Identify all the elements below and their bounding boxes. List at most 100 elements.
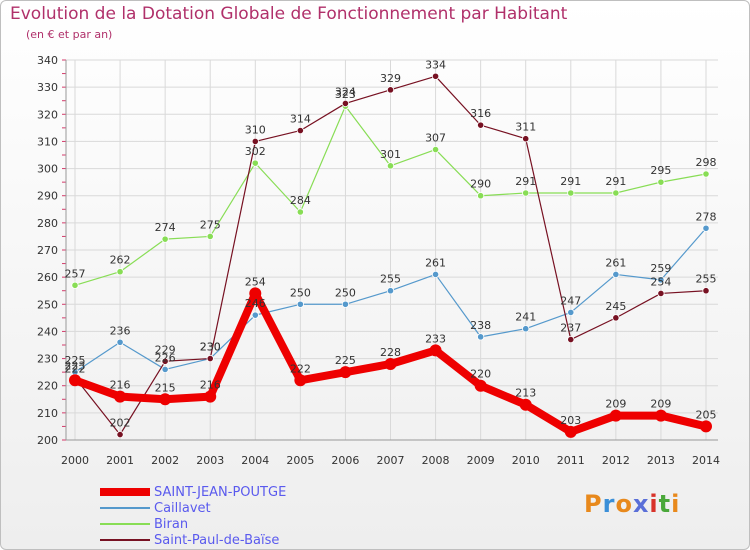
data-point (609, 409, 622, 422)
y-tick-label: 220 (37, 380, 58, 393)
x-tick-label: 2013 (647, 454, 675, 467)
legend-label: Saint-Paul-de-Baïse (154, 532, 280, 548)
data-label: 316 (470, 107, 491, 120)
data-point (386, 162, 395, 170)
data-point (386, 287, 395, 295)
x-tick-label: 2011 (557, 454, 585, 467)
data-point (657, 289, 665, 298)
data-point (386, 86, 395, 94)
data-label: 291 (515, 175, 536, 188)
data-point (251, 159, 259, 167)
data-label: 250 (335, 286, 356, 299)
data-point (206, 354, 214, 363)
data-point (702, 287, 710, 295)
data-point (657, 276, 665, 284)
data-point (522, 189, 530, 197)
data-label: 216 (200, 379, 221, 392)
data-point (161, 235, 169, 243)
legend-item: Saint-Paul-de-Baïse (100, 532, 286, 548)
data-point (431, 72, 440, 80)
legend-swatch (100, 523, 150, 525)
data-label: 278 (696, 210, 717, 223)
data-point (341, 99, 350, 108)
proxiti-logo: Proxiti (584, 490, 680, 518)
data-label: 254 (650, 275, 671, 288)
data-point (161, 365, 169, 374)
data-label: 202 (110, 417, 131, 430)
logo-letter: x (632, 490, 650, 518)
y-tick-label: 320 (37, 108, 58, 121)
data-point (657, 178, 665, 186)
data-label: 225 (65, 354, 86, 367)
data-label: 284 (290, 194, 311, 207)
data-point (116, 268, 124, 276)
data-label: 222 (290, 362, 311, 375)
data-label: 215 (155, 381, 176, 394)
data-label: 298 (696, 156, 717, 169)
data-point (161, 357, 169, 365)
data-point (384, 358, 397, 370)
data-label: 291 (560, 175, 581, 188)
data-label: 259 (650, 262, 671, 275)
x-tick-label: 2001 (106, 454, 134, 467)
y-tick-label: 240 (37, 325, 58, 338)
data-label: 323 (335, 88, 356, 101)
y-tick-label: 340 (37, 54, 58, 67)
data-label: 262 (110, 254, 131, 267)
x-tick-label: 2000 (61, 454, 89, 467)
data-label: 203 (560, 414, 581, 427)
legend-item: Biran (100, 516, 286, 532)
legend-label: SAINT-JEAN-POUTGE (154, 484, 287, 500)
logo-letter: o (615, 490, 633, 518)
x-tick-label: 2006 (331, 454, 359, 467)
data-label: 334 (425, 58, 446, 71)
data-label: 302 (245, 145, 266, 158)
data-point (477, 192, 485, 200)
data-label: 229 (155, 343, 176, 356)
data-point (522, 135, 530, 143)
data-label: 261 (425, 256, 446, 269)
data-label: 241 (515, 311, 536, 324)
data-label: 237 (560, 322, 581, 335)
y-tick-label: 260 (37, 271, 58, 284)
data-point (702, 170, 710, 178)
data-label: 228 (380, 346, 401, 359)
legend-item: SAINT-JEAN-POUTGE (100, 484, 286, 500)
data-point (612, 189, 620, 197)
data-point (341, 300, 350, 308)
data-label: 233 (425, 332, 446, 345)
y-tick-label: 210 (37, 407, 58, 420)
data-point (431, 270, 440, 279)
y-tick-label: 330 (37, 81, 58, 94)
data-point (296, 126, 304, 135)
x-tick-label: 2004 (241, 454, 269, 467)
data-point (116, 338, 124, 346)
data-point (114, 390, 127, 403)
y-tick-label: 270 (37, 244, 58, 257)
data-label: 230 (200, 341, 221, 354)
data-label: 314 (290, 113, 311, 126)
data-point (431, 145, 440, 154)
x-tick-label: 2002 (151, 454, 179, 467)
data-label: 205 (696, 408, 717, 421)
data-label: 247 (560, 294, 581, 307)
y-tick-label: 290 (37, 190, 58, 203)
legend-swatch (100, 539, 150, 541)
data-label: 274 (155, 221, 176, 234)
data-point (564, 425, 577, 438)
data-label: 261 (605, 256, 626, 269)
data-label: 291 (605, 175, 626, 188)
data-label: 246 (245, 297, 266, 310)
data-label: 245 (605, 300, 626, 313)
data-label: 238 (470, 319, 491, 332)
data-point (116, 430, 124, 439)
legend-swatch (100, 507, 150, 509)
data-point (477, 333, 485, 341)
y-tick-label: 230 (37, 353, 58, 366)
data-point (567, 308, 575, 317)
data-label: 226 (155, 351, 176, 364)
data-label: 310 (245, 123, 266, 136)
data-label: 236 (110, 324, 131, 337)
data-point (702, 224, 710, 232)
